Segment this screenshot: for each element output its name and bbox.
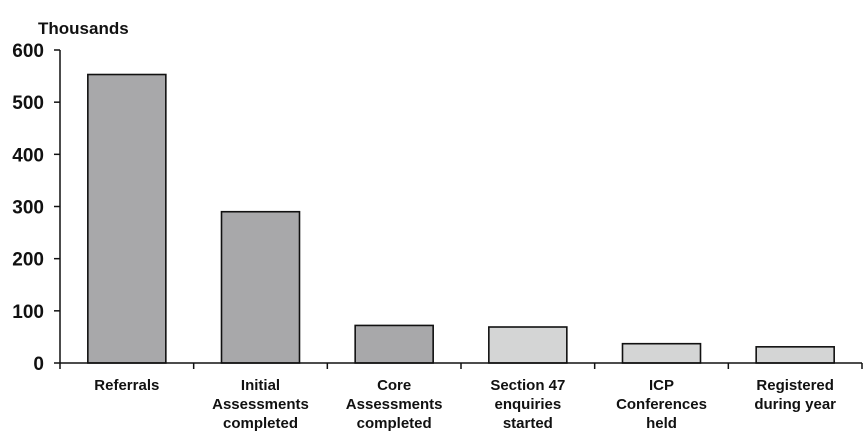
- x-category-label: held: [646, 415, 677, 432]
- x-category-label: completed: [357, 415, 432, 432]
- y-tick-label: 100: [12, 302, 44, 323]
- x-category-label: Initial: [241, 377, 280, 394]
- y-axis-label: Thousands: [38, 19, 129, 38]
- y-tick-label: 500: [12, 93, 44, 114]
- x-category-label: ICP: [649, 377, 674, 394]
- x-category-label: Assessments: [346, 396, 443, 413]
- x-category-label: Referrals: [94, 377, 159, 394]
- bar: [354, 324, 434, 364]
- x-category-label: Core: [377, 377, 411, 394]
- y-tick-label: 600: [12, 41, 44, 62]
- bar: [87, 73, 167, 364]
- x-category-label: during year: [754, 396, 836, 413]
- x-category-label: Conferences: [616, 396, 707, 413]
- y-tick-label: 0: [33, 354, 44, 375]
- x-category-label: Assessments: [212, 396, 309, 413]
- y-tick-label: 400: [12, 145, 44, 166]
- bar: [621, 342, 702, 364]
- bar: [220, 210, 301, 364]
- bar: [755, 346, 835, 364]
- y-tick-label: 200: [12, 250, 44, 271]
- bar: [488, 326, 568, 364]
- x-category-label: completed: [223, 415, 298, 432]
- y-tick-label: 300: [12, 198, 44, 219]
- x-category-label: Registered: [756, 377, 834, 394]
- x-category-label: started: [503, 415, 553, 432]
- x-category-label: Section 47: [490, 377, 565, 394]
- x-category-label: enquiries: [494, 396, 561, 413]
